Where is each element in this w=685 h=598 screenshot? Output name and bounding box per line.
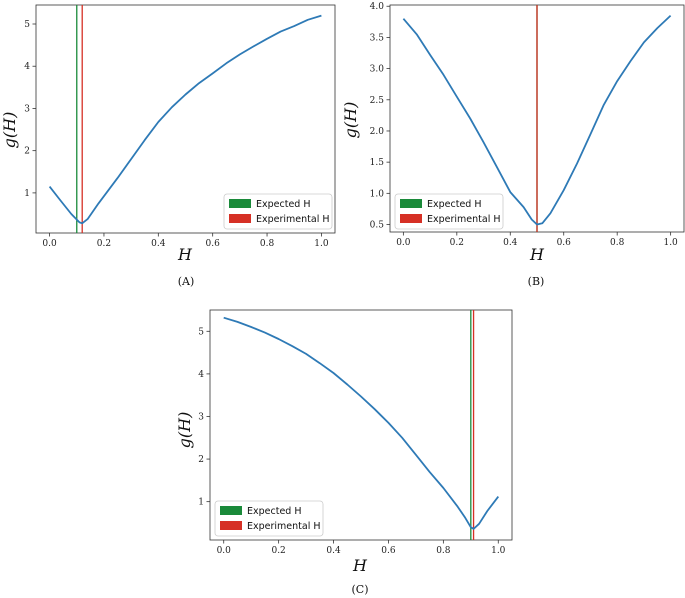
x-tick-label: 1.0 [663, 238, 678, 248]
x-tick-label: 0.8 [436, 546, 451, 556]
y-tick-label: 1.5 [370, 158, 385, 168]
y-tick-label: 3 [24, 104, 30, 114]
x-tick-label: 0.0 [217, 546, 232, 556]
legend-label-expected: Expected H [427, 199, 482, 210]
x-tick-label: 0.0 [396, 238, 411, 248]
plot-frame [209, 309, 513, 541]
y-tick-label: 3.0 [370, 65, 385, 75]
caption-b: (B) [527, 275, 545, 288]
legend-label-experimental: Experimental H [256, 214, 330, 225]
x-tick-label: 0.2 [97, 239, 111, 249]
series-line [223, 316, 500, 530]
y-axis-label: g(H) [175, 412, 194, 449]
legend-label-experimental: Experimental H [427, 214, 501, 225]
legend-swatch-expected [400, 199, 422, 208]
x-tick-label: 0.2 [450, 238, 464, 248]
x-tick-label: 0.4 [151, 239, 166, 249]
x-axis-label: H [177, 245, 193, 264]
x-tick-label: 0.2 [271, 546, 285, 556]
x-tick-label: 0.8 [610, 238, 625, 248]
chart-c-marks: 0.0 0.2 0.4 0.6 0.8 1.0 1 2 3 4 5 [198, 310, 506, 556]
legend-swatch-experimental [400, 214, 422, 223]
x-tick-label: 0.4 [326, 546, 341, 556]
y-tick-label: 2 [198, 455, 204, 465]
x-tick-label: 0.8 [260, 239, 275, 249]
y-tick-label: 4.0 [370, 2, 385, 12]
x-tick-label: 0.6 [381, 546, 396, 556]
legend-b: Expected H Experimental H [394, 193, 504, 230]
caption-c: (C) [351, 583, 369, 596]
legend-c: Expected H Experimental H [214, 500, 324, 537]
x-tick-label: 1.0 [491, 546, 506, 556]
x-tick-label: 0.6 [557, 238, 572, 248]
legend-label-expected: Expected H [247, 506, 302, 517]
y-tick-label: 4 [198, 370, 204, 380]
legend-swatch-experimental [229, 214, 251, 223]
y-tick-label: 1 [24, 189, 30, 199]
y-tick-label: 3.5 [370, 33, 385, 43]
legend-swatch-expected [220, 506, 242, 515]
y-axis-label: g(H) [341, 102, 360, 139]
x-axis-label: H [352, 556, 368, 575]
series-line [48, 14, 322, 225]
y-tick-label: 2.5 [370, 96, 385, 106]
y-tick-label: 5 [198, 327, 204, 337]
x-axis-label: H [529, 245, 545, 264]
caption-a: (A) [177, 275, 195, 288]
chart-a-marks: 0.0 0.2 0.4 0.6 0.8 1.0 1 2 3 4 5 [24, 5, 329, 249]
y-tick-label: 1.0 [370, 189, 385, 199]
y-tick-label: 4 [24, 62, 30, 72]
y-axis-label: g(H) [0, 112, 19, 149]
series-line [402, 14, 672, 226]
x-tick-label: 0.0 [42, 239, 57, 249]
legend-swatch-expected [229, 199, 251, 208]
legend-a: Expected H Experimental H [223, 193, 333, 230]
y-tick-label: 3 [198, 412, 204, 422]
chart-b-marks: 0.0 0.2 0.4 0.6 0.8 1.0 0.5 1.0 1.5 2.0 2.5 3.0 3.5 4… [370, 2, 678, 248]
legend-label-experimental: Experimental H [247, 521, 321, 532]
y-tick-label: 1 [198, 498, 204, 508]
y-tick-label: 2.0 [370, 127, 385, 137]
x-tick-label: 0.6 [206, 239, 221, 249]
legend-label-expected: Expected H [256, 199, 311, 210]
plot-frame [35, 4, 336, 234]
y-tick-label: 5 [24, 20, 30, 30]
y-tick-label: 0.5 [370, 221, 385, 231]
x-tick-label: 0.4 [503, 238, 518, 248]
x-tick-label: 1.0 [314, 239, 329, 249]
legend-swatch-experimental [220, 521, 242, 530]
y-tick-label: 2 [24, 147, 30, 157]
